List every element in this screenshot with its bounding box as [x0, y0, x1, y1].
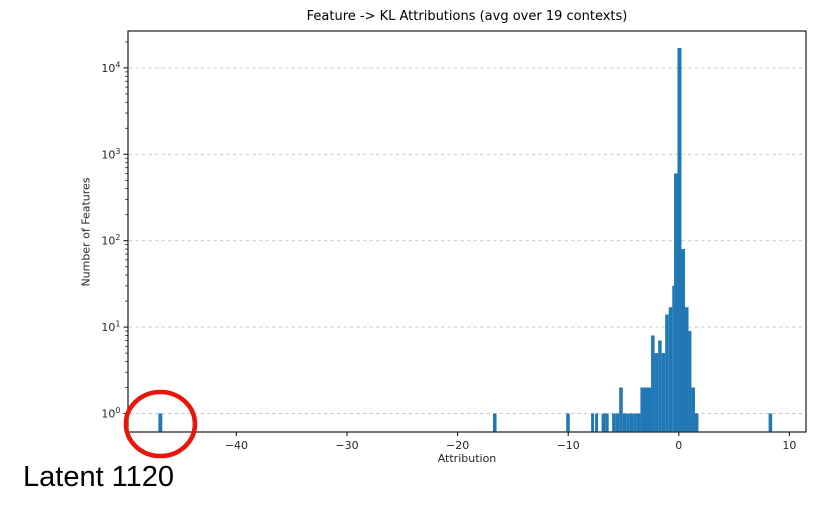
x-axis-label: Attribution [437, 452, 497, 465]
y-tick-label: 100 [101, 406, 120, 421]
histogram-bar [601, 413, 606, 432]
y-tick-label: 101 [101, 320, 120, 335]
histogram-bar [651, 335, 655, 432]
histogram-bar [619, 387, 623, 432]
x-tick-label: 10 [782, 439, 796, 452]
histogram-bar [688, 331, 692, 432]
histogram-bar [492, 413, 497, 432]
y-tick-label: 103 [101, 147, 120, 162]
histogram-bar [668, 307, 673, 432]
histogram-bar [691, 387, 695, 432]
histogram-bar [665, 314, 669, 432]
x-tick-label: −30 [335, 439, 358, 452]
histogram-bar [658, 340, 662, 432]
histogram-bar [158, 413, 163, 432]
histogram-bar [640, 387, 644, 432]
plot-border [127, 30, 807, 433]
histogram-bar [595, 413, 599, 432]
histogram-bar [684, 307, 689, 432]
histogram-bar [694, 413, 699, 432]
histogram-bar [615, 413, 620, 432]
histogram-bar [677, 47, 682, 432]
histogram-bar [768, 413, 773, 432]
histogram-bar [672, 285, 675, 432]
highlight-circle [123, 389, 198, 459]
x-tick-label: 0 [675, 439, 682, 452]
histogram-bar [605, 413, 609, 432]
x-tick-label: −10 [557, 439, 580, 452]
x-tick-label: −40 [225, 439, 248, 452]
histogram-bar [681, 249, 685, 432]
histogram-bar [622, 413, 627, 432]
histogram-bar [643, 387, 648, 432]
histogram-bar [633, 413, 637, 432]
chart-title: Feature -> KL Attributions (avg over 19 … [306, 9, 628, 24]
histogram-bar [566, 413, 570, 432]
histogram-bar [654, 353, 659, 432]
y-tick-label: 102 [101, 233, 120, 248]
y-tick-label: 104 [101, 60, 120, 75]
histogram-bar [612, 413, 616, 432]
histogram-bar [591, 413, 595, 432]
histogram-bar [661, 353, 666, 432]
latent-caption: Latent 1120 [23, 461, 175, 493]
y-axis-label: Number of Features [79, 177, 93, 287]
histogram-bar [629, 413, 634, 432]
histogram-bar [647, 387, 652, 432]
histogram-bar [636, 413, 641, 432]
x-tick-label: −20 [446, 439, 469, 452]
histogram-bar [626, 413, 630, 432]
histogram-bar [674, 173, 678, 432]
